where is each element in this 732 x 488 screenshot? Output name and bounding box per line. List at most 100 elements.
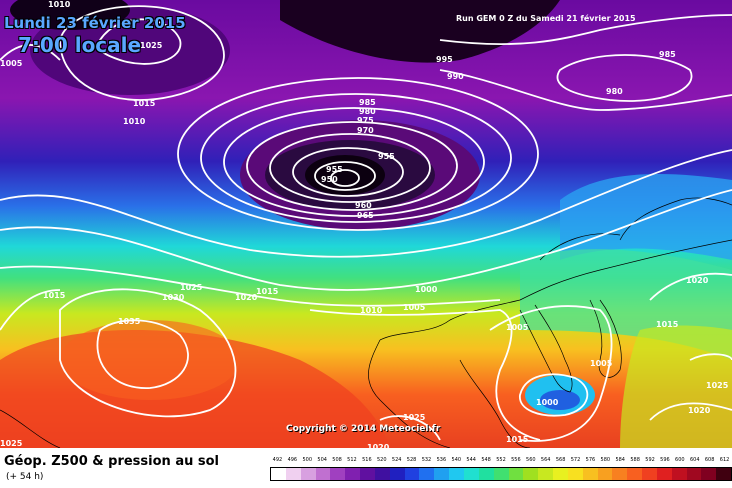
- color-scale-label: 600: [675, 457, 685, 463]
- isobar-label: 1015: [656, 320, 679, 329]
- color-scale-label: 568: [555, 457, 566, 463]
- color-scale-label: 536: [436, 457, 447, 463]
- color-scale-swatch: [330, 468, 346, 480]
- isobar-label: 1005: [506, 323, 529, 332]
- isobar-label: 995: [436, 55, 453, 64]
- isobar-label: 950: [321, 175, 338, 184]
- color-scale-label: 528: [406, 457, 417, 463]
- isobar-label: 985: [359, 98, 376, 107]
- legend-subtitle: (+ 54 h): [6, 472, 44, 482]
- isobar-label: 1005: [0, 59, 23, 68]
- color-scale-label: 560: [526, 457, 536, 463]
- color-scale-label: 524: [391, 457, 402, 463]
- color-scale-swatch: [493, 468, 509, 480]
- map-canvas: 1010 1005 1025 995 990 985 980 1015 1010…: [0, 0, 732, 448]
- color-scale-swatch: [315, 468, 331, 480]
- isobar-label: 1000: [415, 285, 438, 294]
- color-scale-swatch: [374, 468, 390, 480]
- color-scale-swatch: [701, 468, 717, 480]
- isobar-label: 955: [378, 152, 395, 161]
- color-scale-swatch: [389, 468, 405, 480]
- color-scale-swatch: [463, 468, 479, 480]
- color-scale-label: 584: [615, 457, 625, 463]
- isobar-label: 1035: [118, 317, 141, 326]
- color-scale-label: 588: [630, 457, 640, 463]
- color-scale-swatch: [582, 468, 598, 480]
- color-scale-label: 608: [704, 457, 715, 463]
- isobar-label: 1025: [706, 381, 729, 390]
- isobar-label: 1030: [162, 293, 185, 302]
- isobar-label: 960: [355, 201, 372, 210]
- color-scale-label: 496: [287, 457, 298, 463]
- isobar-label: 1025: [140, 41, 163, 50]
- color-scale-bar: [270, 467, 732, 481]
- isobar-label: 1020: [367, 443, 390, 448]
- isobar-label: 1015: [133, 99, 156, 108]
- low-west-core: [10, 0, 130, 30]
- color-scale-swatch: [271, 468, 286, 480]
- isobar-label: 1015: [256, 287, 279, 296]
- isobar-label: 975: [357, 116, 374, 125]
- color-scale-labels: 492 496 500 504 508 512 516 520 524 528 532 536 540 5…: [270, 457, 732, 467]
- isobar-label: 1005: [590, 359, 613, 368]
- isobar-label: 980: [606, 87, 623, 96]
- isobar-label: 1010: [48, 0, 71, 9]
- isobar-label: 1020: [686, 276, 709, 285]
- color-scale-swatch: [538, 468, 554, 480]
- isobar-label: 1010: [360, 306, 383, 315]
- color-scale-label: 520: [376, 457, 387, 463]
- low-core-north: [280, 0, 560, 63]
- color-scale-label: 544: [466, 457, 476, 463]
- italy-low-core: [540, 390, 580, 410]
- legend-footer: Géop. Z500 & pression au sol (+ 54 h) 49…: [0, 448, 732, 488]
- color-scale-swatch: [419, 468, 435, 480]
- color-scale-label: 508: [332, 457, 342, 463]
- color-scale-label: 500: [302, 457, 313, 463]
- isobars: [0, 5, 732, 442]
- color-scale-swatch: [404, 468, 420, 480]
- color-scale-swatch: [360, 468, 375, 480]
- color-scale-swatch: [449, 468, 464, 480]
- model-run: Run GEM 0 Z du Samedi 21 février 2015: [456, 14, 636, 23]
- color-scale-label: 552: [496, 457, 506, 463]
- color-scale-label: 556: [511, 457, 521, 463]
- color-scale-swatch: [345, 468, 361, 480]
- color-scale-swatch: [612, 468, 628, 480]
- forecast-date: Lundi 23 février 2015: [4, 14, 186, 32]
- color-scale-label: 512: [347, 457, 357, 463]
- color-scale-label: 492: [272, 457, 283, 463]
- isobar-label: 1025: [180, 283, 203, 292]
- isobar-label: 980: [359, 107, 376, 116]
- isobar-label: 965: [357, 211, 374, 220]
- color-scale-label: 564: [540, 457, 551, 463]
- color-scale-swatch: [508, 468, 524, 480]
- color-scale-label: 540: [451, 457, 462, 463]
- isobar-label: 1020: [235, 293, 258, 302]
- color-scale-swatch: [523, 468, 539, 480]
- color-scale-label: 580: [600, 457, 611, 463]
- color-scale-swatch: [567, 468, 583, 480]
- color-scale-swatch: [642, 468, 657, 480]
- isobar-label: 990: [447, 72, 464, 81]
- color-scale-label: 572: [570, 457, 581, 463]
- isobar-label: 970: [357, 126, 374, 135]
- east-yellow: [620, 325, 732, 448]
- color-scale-swatch: [434, 468, 450, 480]
- color-scale-swatch: [686, 468, 702, 480]
- east-blue: [560, 174, 732, 260]
- coastlines: [0, 197, 732, 448]
- isobar-label: 955: [326, 165, 343, 174]
- color-scale-label: 612: [719, 457, 730, 463]
- copyright: Copyright © 2014 Meteociel.fr: [286, 424, 441, 434]
- isobar-label: 1020: [688, 406, 711, 415]
- isobar-label: 985: [659, 50, 676, 59]
- color-scale-label: 548: [481, 457, 491, 463]
- color-scale-swatch: [656, 468, 672, 480]
- color-scale-swatch: [627, 468, 643, 480]
- isobar-label: 1025: [403, 413, 426, 422]
- color-scale-swatch: [553, 468, 568, 480]
- color-scale-label: 592: [645, 457, 655, 463]
- color-scale-swatch: [716, 468, 732, 480]
- isobar-labels: 1010 1005 1025 995 990 985 980 1015 1010…: [0, 0, 729, 448]
- color-scale-swatch: [597, 468, 613, 480]
